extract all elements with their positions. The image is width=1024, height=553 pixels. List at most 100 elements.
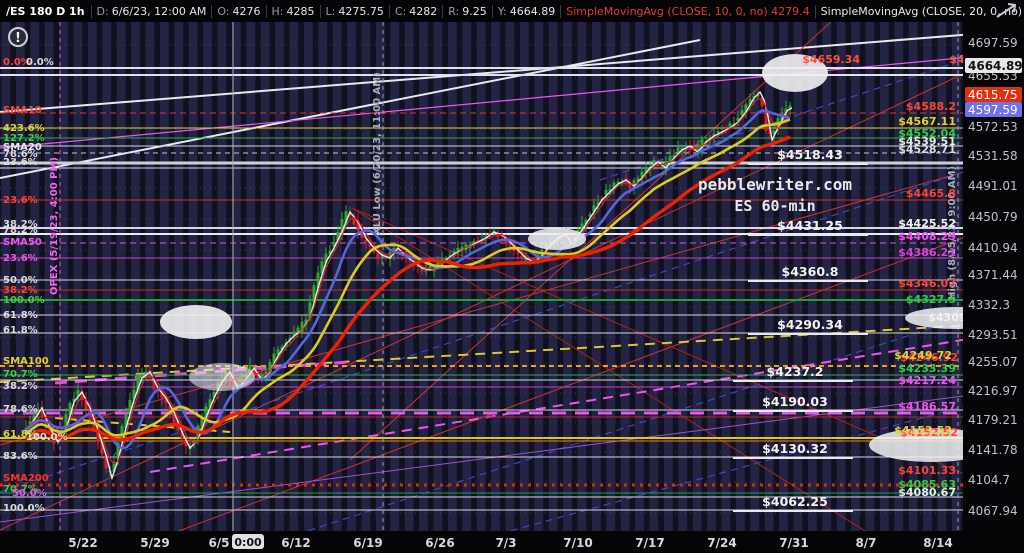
- price-axis-tick: 4179.21: [968, 413, 1018, 427]
- price-axis-tick: 4293.51: [968, 328, 1018, 342]
- candle-body: [716, 131, 720, 133]
- highlight-ellipse[interactable]: [528, 228, 586, 250]
- fib-label: 100.0%: [26, 432, 68, 443]
- fib-label: 70.7%: [3, 369, 38, 380]
- time-axis-tick: 6/26: [425, 536, 454, 550]
- candle-body: [360, 231, 364, 238]
- candle-body: [296, 327, 300, 333]
- candle-body: [84, 400, 88, 410]
- trendline[interactable]: [54, 417, 231, 433]
- candle-body: [408, 259, 412, 262]
- candle-body: [24, 427, 28, 434]
- candle-body: [664, 161, 668, 168]
- candle-body: [112, 462, 116, 472]
- highlight-ellipse[interactable]: [762, 54, 828, 92]
- ohlc-field: D: 6/6/23, 12:00 AM: [90, 4, 212, 18]
- candle-body: [248, 365, 252, 374]
- highlight-ellipse[interactable]: [160, 305, 232, 339]
- trendline[interactable]: [0, 30, 1024, 113]
- alert-icon[interactable]: !: [8, 27, 28, 47]
- trendline[interactable]: [0, 45, 1024, 531]
- time-axis-tick: 8/7: [855, 536, 876, 550]
- ohlc-field: L: 4275.75: [319, 4, 389, 18]
- svg-text:!: !: [15, 31, 21, 46]
- trendline[interactable]: [0, 39, 701, 179]
- time-axis-tick: 6/19: [353, 536, 382, 550]
- candle-body: [448, 255, 452, 257]
- candle-body: [496, 235, 500, 237]
- candle-body: [620, 182, 624, 185]
- candle-body: [508, 240, 512, 246]
- price-level-label: $4186.57: [898, 400, 956, 413]
- candle-body: [760, 97, 764, 107]
- price-level-label: $4567.11: [898, 115, 956, 128]
- price-target-label: $4518.43: [777, 147, 843, 162]
- axis-price-badge: [965, 58, 1022, 73]
- candle-body: [592, 205, 596, 212]
- candle-body: [180, 431, 184, 439]
- price-axis-tick: 4216.97: [968, 384, 1018, 398]
- price-axis-tick: 4450.79: [968, 210, 1018, 224]
- candle-body: [596, 202, 600, 205]
- price-axis-tick: 4697.59: [968, 36, 1018, 50]
- candle-body: [640, 171, 644, 178]
- candle-body: [416, 265, 420, 268]
- event-vline-label: High (8/15/23, 9:00 AM): [947, 166, 958, 300]
- price-axis-tick: 4491.01: [968, 179, 1018, 193]
- wave-count-line[interactable]: [25, 90, 793, 481]
- fib-label: 83.6%: [3, 451, 38, 462]
- time-axis-tick: 5/22: [68, 536, 97, 550]
- candle-body: [748, 99, 752, 106]
- candle-body: [580, 223, 584, 232]
- candle-body: [64, 414, 68, 432]
- sma20-line[interactable]: [25, 109, 791, 450]
- candle-body: [444, 257, 448, 260]
- study-readout[interactable]: SimpleMovingAvg (CLOSE, 20, 0, no) 4285.…: [814, 4, 1024, 18]
- ohlc-readout: D: 6/6/23, 12:00 AM O: 4276 H: 4285 L: 4275.75 C…: [90, 4, 561, 18]
- price-axis-tick: 4332.3: [968, 298, 1010, 312]
- price-axis-tick: 4531.58: [968, 149, 1018, 163]
- trendline[interactable]: [430, 390, 1024, 553]
- candle-body: [304, 319, 308, 326]
- candle-body: [784, 108, 788, 113]
- time-crosshair-badge: [232, 534, 264, 549]
- axis-price-badge: [965, 102, 1022, 117]
- trendline[interactable]: [149, 330, 1024, 473]
- fib-label: 38.2%: [3, 219, 38, 230]
- candle-body: [212, 391, 216, 398]
- candle-body: [516, 249, 520, 254]
- trendline[interactable]: [0, 322, 1024, 383]
- candle-body: [96, 429, 100, 442]
- candle-body: [352, 216, 356, 225]
- fib-label: 61.8%: [3, 310, 38, 321]
- price-axis-tick: 4371.44: [968, 268, 1018, 282]
- sma100-line[interactable]: [24, 135, 791, 442]
- time-axis-tick: 6/5: [208, 536, 229, 550]
- sma10-line[interactable]: [25, 97, 791, 465]
- candle-body: [272, 353, 276, 366]
- sma50-line[interactable]: [25, 118, 791, 437]
- symbol-label[interactable]: /ES 180 D 1h: [6, 4, 85, 18]
- highlight-ellipse[interactable]: [869, 428, 995, 462]
- time-axis-tick: 7/24: [707, 536, 736, 550]
- highlight-ellipse[interactable]: [905, 307, 1005, 329]
- drawing-tool-icon[interactable]: [994, 1, 1020, 21]
- candle-body: [488, 233, 492, 235]
- candle-body: [52, 434, 56, 444]
- highlight-ellipse[interactable]: [189, 363, 255, 391]
- fib-label: 61.8%: [3, 325, 38, 336]
- study-readout[interactable]: SimpleMovingAvg (CLOSE, 10, 0, no) 4279.…: [560, 4, 815, 18]
- price-axis-tick: 4572.53: [968, 120, 1018, 134]
- fib-label: 61.8%: [3, 429, 38, 440]
- ohlc-field: R: 9.25: [442, 4, 492, 18]
- time-axis-tick: 7/3: [495, 536, 516, 550]
- candle-body: [744, 104, 748, 113]
- candle-body: [308, 302, 312, 318]
- candle-body: [788, 105, 792, 109]
- candle-body: [276, 349, 280, 355]
- svg-text:4664.89: 4664.89: [968, 59, 1023, 73]
- candle-body: [184, 439, 188, 447]
- candle-body: [668, 156, 672, 163]
